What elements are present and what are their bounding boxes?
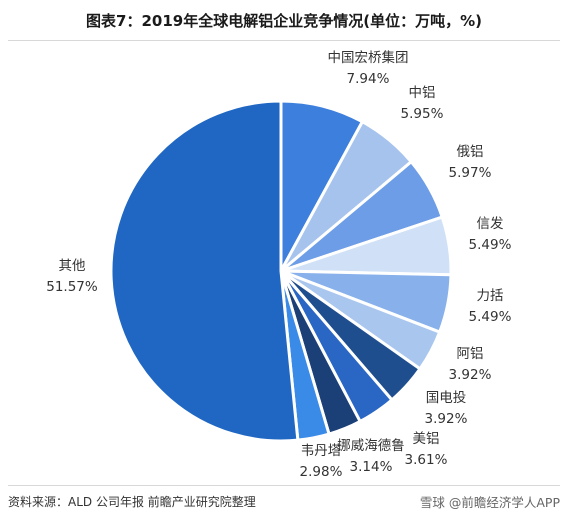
slice-value-label: 5.95% bbox=[401, 106, 444, 122]
slice-name-label: 俄铝 bbox=[457, 144, 484, 160]
slice-name-label: 阿铝 bbox=[457, 346, 484, 362]
footer-divider bbox=[8, 485, 560, 486]
slice-name-label: 国电投 bbox=[426, 390, 467, 406]
slice-name-label: 力括 bbox=[477, 288, 504, 304]
chart-title: 图表7：2019年全球电解铝企业竞争情况(单位：万吨，%) bbox=[86, 12, 482, 30]
slice-name-label: 信发 bbox=[477, 216, 504, 232]
slice-value-label: 3.92% bbox=[449, 367, 492, 383]
slice-name-label: 中国宏桥集团 bbox=[328, 50, 409, 66]
watermark: 雪球 @前瞻经济学人APP bbox=[419, 495, 560, 510]
title-divider bbox=[8, 40, 560, 41]
slice-value-label: 3.61% bbox=[405, 452, 448, 468]
pie-slice-11 bbox=[109, 99, 300, 443]
slice-name-label: 韦丹塔 bbox=[301, 443, 342, 459]
slice-value-label: 3.92% bbox=[425, 411, 468, 427]
slice-name-label: 其他 bbox=[59, 258, 86, 274]
slice-value-label: 51.57% bbox=[46, 279, 98, 295]
slice-value-label: 7.94% bbox=[347, 71, 390, 87]
slice-value-label: 3.14% bbox=[350, 459, 393, 475]
slice-name-label: 挪威海德鲁 bbox=[337, 438, 405, 454]
source-note: 资料来源：ALD 公司年报 前瞻产业研究院整理 bbox=[8, 495, 256, 509]
slice-name-label: 中铝 bbox=[409, 85, 436, 101]
slice-value-label: 5.49% bbox=[469, 237, 512, 253]
slice-value-label: 2.98% bbox=[300, 464, 343, 480]
slice-name-label: 美铝 bbox=[413, 431, 440, 447]
pie-slices bbox=[109, 99, 453, 443]
slice-value-label: 5.49% bbox=[469, 309, 512, 325]
pie-labels: 中国宏桥集团 7.94% 中铝 5.95% 俄铝 5.97% 信发 5.49% 力括 5.49% 阿… bbox=[46, 50, 511, 480]
slice-value-label: 5.97% bbox=[449, 165, 492, 181]
